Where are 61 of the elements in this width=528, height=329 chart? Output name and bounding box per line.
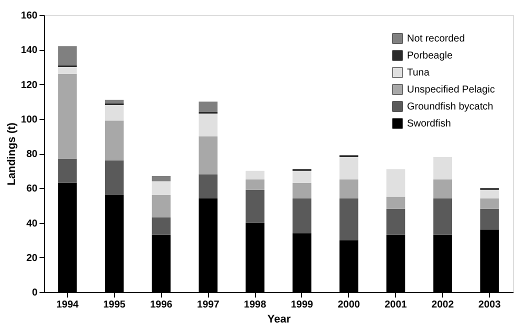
legend-label: Swordfish [407,118,451,130]
bar [198,102,218,112]
bar [58,46,77,66]
x-tick-label: 2003 [478,300,502,310]
x-tick-label: 2002 [432,300,454,310]
legend-label: Tuna [407,68,430,78]
bar [480,190,499,199]
y-tick-label: 40 [26,218,38,230]
bar [104,100,124,104]
x-axis-title: Year [267,314,292,326]
bar [292,198,312,234]
bar [339,198,358,240]
bar [152,181,171,196]
bar [104,160,124,196]
bar [292,182,312,199]
legend-label: Porbeagle [407,50,454,62]
legend-label: Not recorded [407,34,465,44]
bar [198,174,218,199]
y-tick-label: 120 [20,80,38,91]
y-tick-label: 160 [20,10,38,22]
y-tick-label: 100 [20,114,38,126]
bar [386,169,406,197]
y-tick-label: 0 [32,288,38,298]
y-tick-label: 80 [26,149,38,160]
bar [152,218,171,235]
bar [58,158,77,183]
bar [480,208,499,230]
bar [292,170,312,183]
bar [104,120,124,160]
x-tick-label: 1995 [103,300,126,310]
x-tick-label: 1998 [244,300,267,310]
bar [246,190,264,223]
x-tick-label: 1997 [197,300,220,310]
bar [433,198,452,235]
bar [104,105,124,121]
y-tick-label: 60 [26,184,38,195]
bar [339,156,358,180]
y-axis-title: Landings (t) [6,122,18,186]
bar [198,136,218,174]
bar [433,179,452,199]
bar [480,198,499,209]
legend-label: Groundfish bycatch [407,102,494,112]
x-tick-label: 1999 [290,300,314,310]
bar [152,195,171,218]
y-tick-label: 140 [20,45,38,56]
legend-label: Unspecified Pelagic [407,84,495,96]
bar [386,208,406,235]
x-tick-label: 2001 [384,300,408,310]
x-tick-label: 2000 [338,300,360,310]
bar [58,66,77,74]
x-tick-label: 1996 [150,300,173,310]
x-tick-label: 1994 [56,300,80,310]
y-tick-label: 20 [26,252,38,264]
bar [58,74,77,159]
bar [246,179,264,190]
bar [152,176,171,182]
bar [198,114,218,136]
bar [433,156,452,180]
bar [386,196,406,209]
bar [246,170,264,180]
bar [339,179,358,199]
